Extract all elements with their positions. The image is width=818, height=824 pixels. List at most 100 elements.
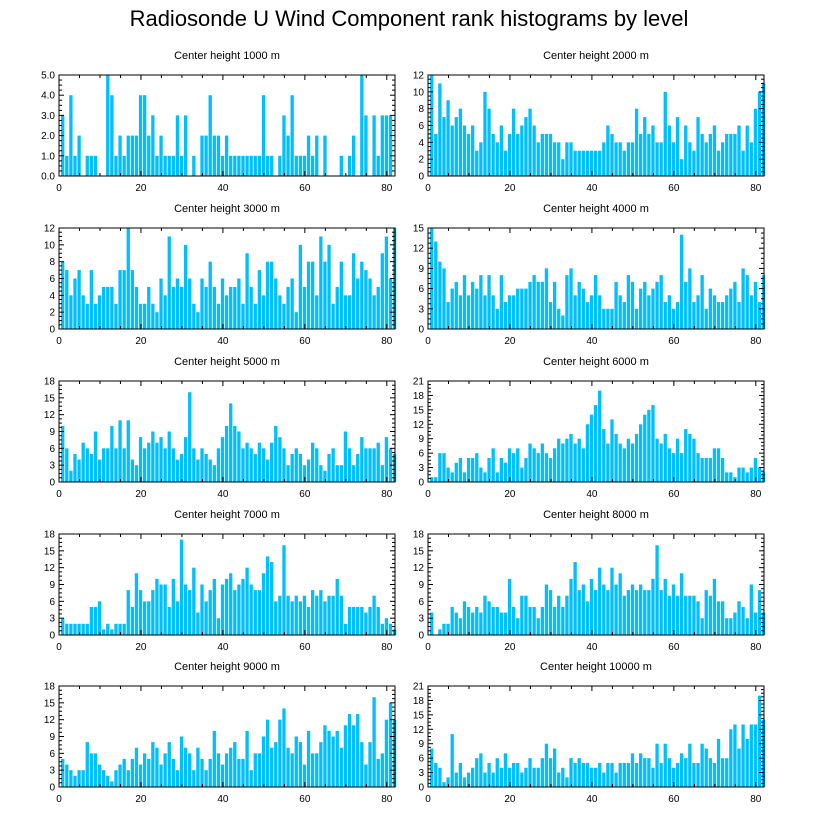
histogram-bar	[294, 448, 298, 482]
histogram-bar	[675, 762, 680, 787]
histogram-bar	[245, 253, 249, 329]
histogram-bar	[102, 629, 106, 635]
histogram-bar	[151, 431, 155, 482]
y-tick-label: 15	[413, 546, 425, 557]
histogram-bar	[680, 234, 684, 329]
histogram-bar	[89, 155, 94, 176]
histogram-panel: Center height 8000 m 0 20 40 60 80 0 3 6 9 12 15 18	[413, 509, 766, 653]
histogram-bar	[81, 295, 85, 329]
histogram-bar	[671, 308, 676, 329]
histogram-bar	[753, 281, 758, 329]
histogram-bar	[487, 457, 491, 482]
histogram-bar	[544, 453, 549, 482]
y-tick-label: 2.0	[41, 131, 55, 142]
histogram-bar	[290, 278, 294, 329]
histogram-bar	[77, 135, 81, 176]
histogram-bar	[520, 595, 524, 635]
histogram-bar	[286, 747, 290, 787]
histogram-bar	[200, 278, 204, 329]
histogram-bar	[569, 758, 573, 787]
y-tick-label: 9	[49, 732, 55, 743]
histogram-bar	[466, 457, 471, 482]
histogram-bar	[708, 288, 712, 329]
y-tick-label: 15	[44, 546, 56, 557]
histogram-bar	[667, 125, 672, 176]
histogram-bar	[319, 465, 323, 482]
y-tick-label: 9	[49, 427, 55, 438]
histogram-bar	[626, 275, 631, 329]
histogram-bar	[143, 753, 147, 787]
histogram-bar	[216, 618, 221, 635]
histogram-bar	[487, 762, 491, 787]
histogram-panel: Center height 7000 m 0 20 40 60 80 0 3 6 9 12 15 18	[44, 509, 397, 653]
histogram-bar	[569, 433, 573, 482]
histogram-bar	[294, 736, 298, 787]
y-tick-label: 12	[44, 224, 56, 235]
x-tick-label: 0	[425, 794, 431, 805]
histogram-bar	[438, 453, 442, 482]
histogram-bar	[688, 142, 692, 176]
histogram-bar	[110, 95, 114, 176]
histogram-bar	[503, 462, 508, 482]
histogram-bar	[720, 302, 725, 329]
histogram-bar	[286, 135, 290, 176]
histogram-bar	[634, 590, 639, 635]
histogram-bar	[512, 606, 516, 635]
histogram-bar	[483, 295, 487, 329]
histogram-bar	[77, 270, 81, 329]
histogram-bar	[729, 133, 733, 176]
y-tick-label: 12	[413, 420, 425, 431]
panel-title: Center height 3000 m	[174, 203, 280, 215]
histogram-bar	[175, 459, 180, 482]
histogram-bar	[675, 117, 680, 176]
histogram-bar	[179, 453, 184, 482]
histogram-bar	[347, 155, 352, 176]
histogram-bar	[93, 303, 98, 329]
histogram-bar	[749, 584, 753, 635]
histogram-bar	[651, 288, 655, 329]
histogram-bar	[446, 302, 450, 329]
histogram-bar	[757, 467, 762, 482]
histogram-panel: Center height 3000 m 0 20 40 60 80 0 2 4 6 8 10 12	[44, 203, 397, 347]
histogram-bar	[110, 781, 114, 787]
histogram-panel: Center height 5000 m 0 20 40 60 80 0 3 6 9 12 15 18	[44, 356, 397, 500]
histogram-bar	[720, 142, 725, 176]
y-tick-label: 15	[413, 224, 425, 235]
histogram-bar	[167, 155, 171, 176]
histogram-bar	[622, 302, 626, 329]
histogram-bar	[159, 278, 163, 329]
histogram-bar	[602, 308, 606, 329]
histogram-bar	[224, 135, 229, 176]
x-tick-label: 0	[56, 336, 62, 347]
histogram-bar	[499, 457, 504, 482]
histogram-bar	[69, 95, 73, 176]
histogram-bar	[561, 315, 565, 329]
histogram-bar	[65, 764, 69, 787]
histogram-bar	[343, 295, 348, 329]
y-tick-label: 0	[49, 631, 55, 642]
histogram-bar	[471, 767, 475, 787]
histogram-bar	[81, 770, 85, 787]
histogram-bar	[729, 618, 733, 635]
histogram-bar	[290, 95, 294, 176]
histogram-bar	[335, 730, 339, 787]
histogram-bar	[183, 584, 188, 635]
histogram-bar	[618, 142, 622, 176]
histogram-bar	[667, 295, 672, 329]
histogram-bar	[540, 443, 544, 482]
histogram-bar	[155, 155, 159, 176]
histogram-bar	[512, 108, 516, 176]
histogram-bar	[692, 595, 696, 635]
histogram-bar	[598, 567, 602, 635]
x-tick-label: 0	[425, 642, 431, 653]
histogram-bar	[503, 302, 508, 329]
y-tick-label: 3	[49, 461, 55, 472]
histogram-bar	[114, 623, 118, 635]
histogram-bar	[532, 767, 536, 787]
histogram-bar	[458, 457, 463, 482]
histogram-bar	[634, 308, 639, 329]
histogram-bar	[491, 772, 495, 787]
histogram-bar	[528, 108, 532, 176]
histogram-bar	[589, 578, 594, 635]
histogram-bar	[491, 295, 495, 329]
